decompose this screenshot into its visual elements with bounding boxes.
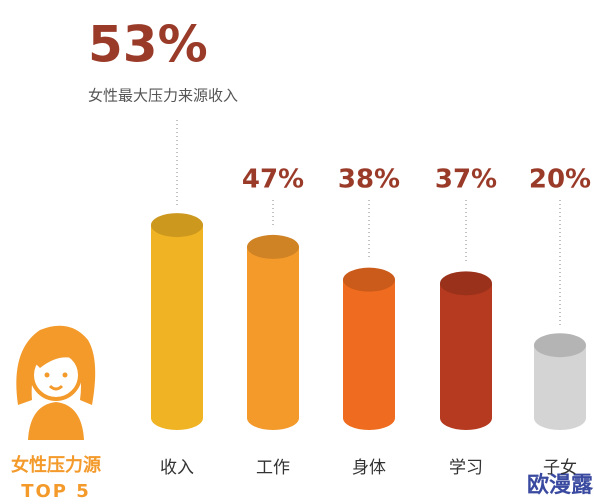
value-label: 37%	[435, 165, 497, 195]
side-title: 女性压力源	[11, 454, 101, 476]
value-label: 38%	[338, 165, 400, 195]
bar	[440, 283, 492, 418]
bar-cap	[151, 213, 203, 238]
x-tick-label: 收入	[160, 458, 194, 478]
bar	[343, 279, 395, 418]
bar-cap	[440, 271, 492, 296]
x-tick-label: 学习	[449, 458, 483, 478]
headline-value: 53%	[88, 16, 208, 74]
girl-icon	[16, 325, 96, 440]
value-label: 20%	[529, 165, 591, 195]
value-label: 47%	[242, 165, 304, 195]
bar	[151, 225, 203, 418]
bar-cap	[343, 267, 395, 292]
side-subtitle: TOP 5	[21, 481, 91, 502]
bar	[247, 246, 299, 418]
subtitle: 女性最大压力来源收入	[88, 87, 238, 105]
bar-cap	[534, 333, 586, 358]
watermark: 欧漫露	[527, 472, 594, 498]
x-tick-label: 工作	[256, 458, 290, 478]
x-tick-label: 身体	[352, 458, 386, 478]
x-tick-label: 子女	[543, 458, 577, 478]
bar	[534, 345, 586, 418]
bar-cap	[247, 234, 299, 259]
